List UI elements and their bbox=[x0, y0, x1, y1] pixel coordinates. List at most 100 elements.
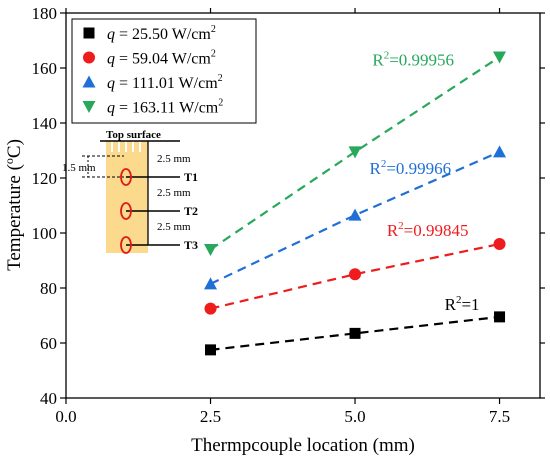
y-tick-label: 160 bbox=[32, 59, 58, 78]
inset-t1-label: T1 bbox=[184, 170, 198, 184]
data-point bbox=[204, 277, 218, 290]
trend-line bbox=[210, 150, 500, 285]
y-tick-label: 40 bbox=[40, 389, 57, 408]
legend-text: = 163.11 W/cm bbox=[115, 100, 219, 117]
inset-block bbox=[106, 141, 148, 253]
x-axis-label: Thermpcouple location (mm) bbox=[191, 435, 415, 456]
x-tick-label: 0.0 bbox=[55, 407, 76, 426]
x-axis: 0.0 2.5 5.0 7.5 bbox=[55, 8, 510, 426]
legend-marker bbox=[82, 75, 96, 88]
y-tick-label: 120 bbox=[32, 169, 58, 188]
legend-item-1: q = 25.50 W/cm2 bbox=[83, 24, 216, 43]
series-layer bbox=[204, 51, 507, 356]
r2-prefix: R bbox=[445, 295, 457, 314]
thermocouple-t1 bbox=[120, 168, 132, 186]
y-axis-label-degree: o bbox=[2, 158, 16, 164]
legend-superscript: 2 bbox=[211, 24, 216, 35]
thermocouple-t2 bbox=[120, 202, 132, 220]
r2-label: R2=0.99956 bbox=[372, 49, 454, 69]
data-point bbox=[348, 208, 362, 221]
r2-prefix: R bbox=[369, 159, 381, 178]
data-point bbox=[204, 244, 218, 256]
data-point bbox=[205, 344, 217, 356]
y-axis-label-unit: C) bbox=[4, 139, 25, 158]
legend-text: = 59.04 W/cm bbox=[115, 51, 211, 68]
legend-variable: q bbox=[107, 51, 115, 68]
y-tick-label: 100 bbox=[32, 224, 58, 243]
data-point bbox=[349, 327, 361, 339]
r2-superscript: 2 bbox=[398, 220, 404, 232]
data-point bbox=[493, 51, 507, 64]
legend-item-2: q = 59.04 W/cm2 bbox=[83, 49, 216, 68]
legend-superscript: 2 bbox=[218, 73, 223, 84]
legend-item-4: q = 163.11 W/cm2 bbox=[82, 98, 223, 117]
series-3 bbox=[204, 145, 507, 290]
data-point bbox=[493, 145, 507, 158]
r2-value: =0.99966 bbox=[386, 159, 451, 178]
r2-label: R2=1 bbox=[445, 294, 480, 314]
data-point bbox=[348, 146, 362, 159]
y-tick-label: 180 bbox=[32, 4, 58, 23]
data-point bbox=[204, 302, 217, 315]
legend-label: q = 59.04 W/cm2 bbox=[107, 49, 216, 68]
y-axis-label: Temperature (oC) bbox=[2, 139, 25, 271]
legend-marker bbox=[83, 27, 95, 39]
trend-line bbox=[210, 242, 500, 310]
inset-spacing-3: 2.5 mm bbox=[157, 221, 191, 233]
legend-text: = 111.01 W/cm bbox=[115, 75, 218, 92]
r2-value: =0.99956 bbox=[389, 50, 454, 69]
legend-marker bbox=[83, 51, 95, 64]
x-tick-label: 2.5 bbox=[200, 407, 221, 426]
series-2 bbox=[204, 238, 506, 315]
data-point bbox=[349, 268, 362, 281]
legend-text: = 25.50 W/cm bbox=[115, 26, 211, 43]
trend-line bbox=[209, 56, 501, 251]
legend-variable: q bbox=[107, 75, 115, 92]
r2-superscript: 2 bbox=[456, 294, 462, 306]
x-tick-label: 7.5 bbox=[489, 407, 510, 426]
x-tick-label: 5.0 bbox=[344, 407, 365, 426]
y-axis: 40 60 80 100 120 140 160 180 bbox=[32, 4, 545, 408]
y-tick-label: 80 bbox=[40, 279, 57, 298]
r2-value: =0.99845 bbox=[404, 221, 469, 240]
inset-t2-label: T2 bbox=[184, 204, 198, 218]
thermocouple-t3 bbox=[120, 236, 132, 254]
r2-label: R2=0.99966 bbox=[369, 158, 451, 178]
legend-label: q = 163.11 W/cm2 bbox=[107, 98, 223, 117]
data-point bbox=[494, 311, 506, 323]
legend-variable: q bbox=[107, 100, 115, 117]
series-1 bbox=[205, 311, 506, 356]
legend-marker bbox=[82, 101, 96, 113]
r2-label: R2=0.99845 bbox=[387, 220, 469, 240]
series-4 bbox=[204, 51, 507, 256]
legend-variable: q bbox=[107, 26, 115, 43]
trend-line bbox=[210, 315, 500, 351]
legend-superscript: 2 bbox=[218, 98, 223, 109]
r2-prefix: R bbox=[372, 50, 384, 69]
legend-label: q = 25.50 W/cm2 bbox=[107, 24, 216, 43]
legend-box bbox=[71, 18, 257, 124]
legend-item-3: q = 111.01 W/cm2 bbox=[82, 73, 223, 92]
r2-superscript: 2 bbox=[384, 49, 390, 61]
inset-t3-label: T3 bbox=[184, 238, 198, 252]
inset-depth-label: 1.5 mm bbox=[62, 162, 96, 174]
plot-frame bbox=[65, 12, 541, 399]
inset-top-label: Top surface bbox=[106, 129, 161, 141]
r2-value: =1 bbox=[461, 295, 479, 314]
inset-spacing-1: 2.5 mm bbox=[157, 153, 191, 165]
thermocouple-inset: Top surface 2.5 mm 2.5 mm 2.5 mm 1.5 mm … bbox=[62, 129, 198, 254]
r2-superscript: 2 bbox=[381, 158, 387, 170]
r2-prefix: R bbox=[387, 221, 399, 240]
y-axis-label-main: Temperature ( bbox=[4, 164, 25, 271]
y-tick-label: 60 bbox=[40, 334, 57, 353]
y-tick-label: 140 bbox=[32, 114, 58, 133]
legend-superscript: 2 bbox=[211, 49, 216, 60]
data-point bbox=[493, 238, 506, 250]
inset-spacing-2: 2.5 mm bbox=[157, 187, 191, 199]
legend-label: q = 111.01 W/cm2 bbox=[107, 73, 223, 92]
inset-fins bbox=[111, 141, 141, 152]
